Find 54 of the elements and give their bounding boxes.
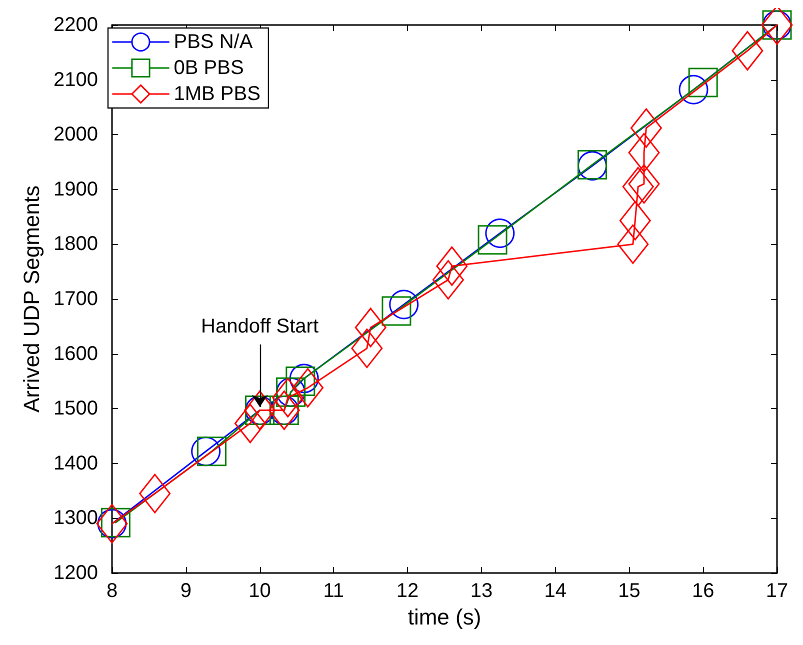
- point: [272, 378, 304, 418]
- point: [478, 225, 508, 255]
- point: [292, 368, 324, 408]
- point: [436, 246, 468, 286]
- point: [191, 436, 221, 466]
- y-tick-label: 1400: [54, 452, 98, 474]
- y-tick-label: 1600: [54, 342, 98, 365]
- point: [351, 328, 383, 368]
- y-tick-label: 1300: [54, 507, 98, 530]
- y-tick-label: 2100: [54, 68, 98, 91]
- y-tick-label: 1800: [54, 233, 98, 256]
- point: [619, 200, 651, 240]
- x-tick-label: 8: [106, 580, 118, 602]
- point: [630, 108, 662, 148]
- x-tick-label: 17: [766, 580, 788, 602]
- y-tick-label: 1500: [54, 398, 98, 420]
- point: [389, 290, 419, 320]
- x-tick-label: 11: [323, 580, 344, 602]
- y-tick-label: 1900: [54, 178, 98, 200]
- y-axis-title: Arrived UDP Segments: [19, 185, 44, 413]
- point: [761, 8, 793, 45]
- point: [139, 474, 171, 514]
- x-tick-label: 9: [180, 580, 192, 602]
- point: [628, 132, 660, 172]
- y-tick-label: 1200: [54, 562, 98, 584]
- x-axis-title: time (s): [408, 604, 482, 630]
- point: [732, 31, 764, 71]
- point: [688, 68, 718, 98]
- point: [96, 504, 128, 544]
- point: [622, 166, 654, 206]
- point: [432, 260, 464, 300]
- x-tick-label: 12: [396, 580, 419, 602]
- point: [197, 436, 226, 466]
- y-tick-label: 2000: [54, 124, 98, 146]
- x-tick-label: 10: [248, 580, 271, 602]
- legend-label: PBS N/A: [174, 31, 254, 53]
- x-tick-label: 15: [618, 580, 640, 602]
- x-tick-label: 14: [544, 580, 566, 602]
- point: [617, 224, 649, 264]
- point: [628, 164, 660, 204]
- x-tick-label: 13: [470, 580, 493, 602]
- x-tick-label: 16: [692, 580, 714, 602]
- point: [234, 404, 266, 444]
- point: [268, 390, 300, 430]
- y-tick-label: 2200: [54, 14, 98, 36]
- annotation: Handoff Start: [201, 315, 319, 338]
- point: [244, 390, 276, 430]
- legend-label: 0B PBS: [174, 57, 244, 79]
- point: [382, 296, 412, 326]
- y-tick-label: 1700: [54, 288, 98, 310]
- point: [678, 74, 708, 104]
- legend-label: 1MB PBS: [174, 83, 260, 105]
- point: [354, 308, 386, 348]
- point: [485, 218, 515, 248]
